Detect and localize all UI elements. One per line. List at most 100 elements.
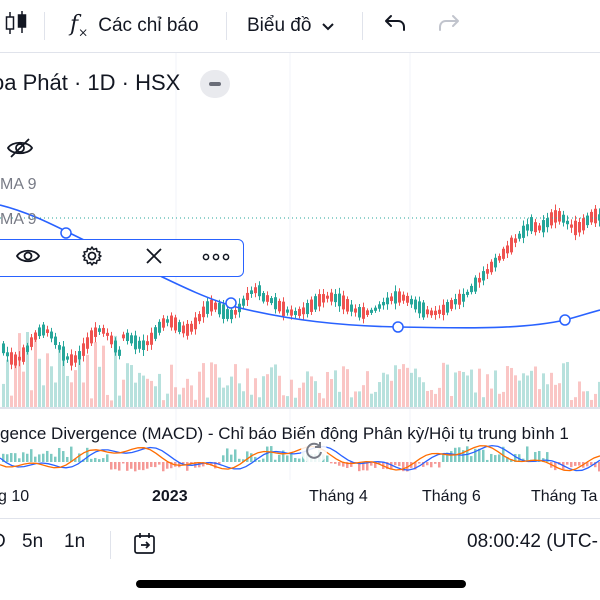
macd-histogram-bar xyxy=(386,462,389,470)
macd-histogram-bar xyxy=(202,462,205,467)
interval-button[interactable]: 5n xyxy=(22,531,44,552)
candle-body xyxy=(426,309,429,315)
candle-body xyxy=(402,294,405,301)
bottom-divider xyxy=(110,531,111,559)
interval-button[interactable]: D xyxy=(0,531,6,553)
ma-legend-label[interactable]: MA 9 xyxy=(0,211,37,228)
macd-histogram-bar xyxy=(450,451,453,462)
macd-histogram-bar xyxy=(538,451,541,462)
candle-body xyxy=(154,327,157,339)
candle-body xyxy=(58,345,61,350)
candle-body xyxy=(330,292,333,302)
redo-button[interactable] xyxy=(437,0,461,52)
candle-body xyxy=(502,248,505,259)
candle-body xyxy=(442,304,445,316)
macd-legend-title[interactable]: gence Divergence (MACD) - Chỉ báo Biến đ… xyxy=(0,424,569,443)
undo-button[interactable] xyxy=(383,0,407,52)
volume-bar xyxy=(166,393,169,407)
candle-body xyxy=(6,352,9,357)
candle-body xyxy=(254,287,257,294)
candle-body xyxy=(226,309,229,319)
volume-bar xyxy=(226,385,229,407)
macd-histogram-bar xyxy=(22,452,25,462)
macd-histogram-bar xyxy=(498,454,501,462)
volume-bar xyxy=(438,387,441,407)
macd-histogram-bar xyxy=(282,450,285,462)
more-options-button[interactable] xyxy=(201,243,231,273)
volume-bar xyxy=(550,372,553,407)
macd-histogram-bar xyxy=(154,462,157,468)
macd-histogram-bar xyxy=(78,453,81,462)
macd-histogram-bar xyxy=(342,462,345,467)
indicators-button[interactable]: f× Các chỉ báo xyxy=(70,0,199,52)
volume-bar xyxy=(590,399,593,407)
go-to-date-button[interactable] xyxy=(132,531,158,563)
chart-type-candles-button[interactable] xyxy=(4,0,28,52)
indicator-settings-button[interactable] xyxy=(77,243,107,273)
fx-icon: f× xyxy=(70,12,89,40)
volume-bar xyxy=(198,371,201,407)
volume-bar xyxy=(442,362,445,407)
candle-body xyxy=(594,208,597,224)
candle-body xyxy=(590,211,593,223)
chart-type-dropdown[interactable]: Biểu đồ xyxy=(247,0,335,52)
time-label: g 10 xyxy=(0,488,30,505)
collapse-legend-button[interactable] xyxy=(200,70,230,98)
volume-bar xyxy=(74,370,77,407)
volume-bar xyxy=(434,393,437,407)
volume-bar xyxy=(426,390,429,407)
hide-indicators-button[interactable] xyxy=(6,136,34,165)
candle-body xyxy=(194,317,197,330)
volume-bar xyxy=(510,367,513,407)
candle-body xyxy=(566,220,569,225)
candle-body xyxy=(322,294,325,303)
volume-bar xyxy=(570,400,573,407)
candle-body xyxy=(314,296,317,310)
replay-button[interactable] xyxy=(301,438,327,464)
close-icon xyxy=(144,246,164,271)
candle-body xyxy=(578,222,581,233)
candle-body xyxy=(278,300,281,312)
volume-bar xyxy=(474,392,477,407)
volume-bar xyxy=(398,369,401,407)
volume-bar xyxy=(30,390,33,407)
macd-histogram-bar xyxy=(134,462,137,472)
candle-body xyxy=(474,277,477,292)
toolbar-divider xyxy=(44,12,45,40)
candle-body xyxy=(138,340,141,349)
macd-histogram-bar xyxy=(114,462,117,470)
time-axis[interactable]: g 10 2023 Tháng 4 Tháng 6 Tháng Ta xyxy=(0,480,600,516)
candle-body xyxy=(438,309,441,314)
macd-histogram-bar xyxy=(598,462,600,472)
volume-bar xyxy=(290,379,293,407)
candle-body xyxy=(398,291,401,303)
candle-body xyxy=(62,346,65,361)
clock-timezone[interactable]: 08:00:42 (UTC- xyxy=(467,531,598,552)
macd-histogram-bar xyxy=(274,459,277,462)
volume-bar xyxy=(594,393,597,407)
volume-bar xyxy=(526,375,529,407)
macd-histogram-bar xyxy=(290,452,293,462)
macd-histogram-bar xyxy=(62,451,65,462)
volume-bar xyxy=(390,380,393,407)
show-indicator-button[interactable] xyxy=(13,243,43,273)
remove-indicator-button[interactable] xyxy=(139,243,169,273)
macd-histogram-bar xyxy=(338,462,341,466)
symbol-header[interactable]: oa Phát · 1D · HSX xyxy=(0,60,180,106)
candle-body xyxy=(18,356,21,361)
volume-bar xyxy=(478,368,481,407)
volume-bar xyxy=(110,400,113,407)
candle-body xyxy=(134,335,137,350)
volume-bar xyxy=(518,380,521,407)
macd-histogram-bar xyxy=(158,462,161,465)
volume-bar xyxy=(278,375,281,407)
volume-bar xyxy=(566,362,569,407)
bottom-toolbar: D 5n 1n 08:00:42 (UTC- xyxy=(0,518,600,569)
volume-bar xyxy=(158,373,161,407)
candle-body xyxy=(378,304,381,309)
candle-body xyxy=(294,310,297,316)
candle-body xyxy=(342,295,345,310)
interval-button[interactable]: 1n xyxy=(64,531,86,552)
ma-legend-label[interactable]: MA 9 xyxy=(0,176,37,193)
macd-histogram-bar xyxy=(590,462,593,465)
